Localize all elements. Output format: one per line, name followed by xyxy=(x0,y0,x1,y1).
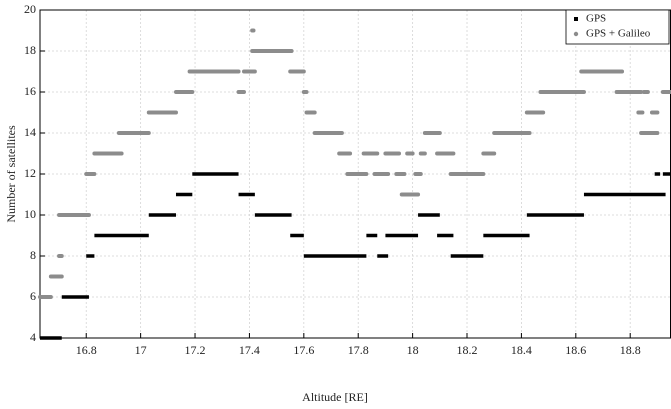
y-tick-label: 4 xyxy=(30,330,36,344)
x-tick-label: 17.8 xyxy=(348,343,369,357)
x-tick-label: 17.4 xyxy=(239,343,260,357)
x-tick-label: 17.2 xyxy=(185,343,206,357)
x-tick-label: 18.2 xyxy=(457,343,478,357)
legend-label: GPS xyxy=(586,13,606,25)
y-tick-label: 14 xyxy=(24,125,36,139)
y-axis-label: Number of satellites xyxy=(4,125,18,223)
y-tick-label: 8 xyxy=(30,248,36,262)
x-tick-label: 18 xyxy=(407,343,419,357)
x-tick-label: 18.6 xyxy=(565,343,586,357)
legend-label: GPS + Galileo xyxy=(586,28,651,40)
y-tick-label: 18 xyxy=(24,43,36,57)
y-tick-label: 16 xyxy=(24,84,36,98)
x-axis-label: Altitude [RE] xyxy=(302,390,368,404)
legend-marker xyxy=(574,17,578,21)
y-tick-label: 6 xyxy=(30,289,36,303)
y-tick-label: 12 xyxy=(24,166,36,180)
x-tick-label: 18.4 xyxy=(511,343,532,357)
y-tick-label: 10 xyxy=(24,207,36,221)
x-tick-label: 17 xyxy=(135,343,147,357)
y-tick-label: 20 xyxy=(24,2,36,16)
x-tick-label: 18.8 xyxy=(620,343,641,357)
x-tick-label: 16.8 xyxy=(76,343,97,357)
x-tick-label: 17.6 xyxy=(293,343,314,357)
legend-marker xyxy=(573,31,579,37)
legend-box xyxy=(565,9,670,45)
